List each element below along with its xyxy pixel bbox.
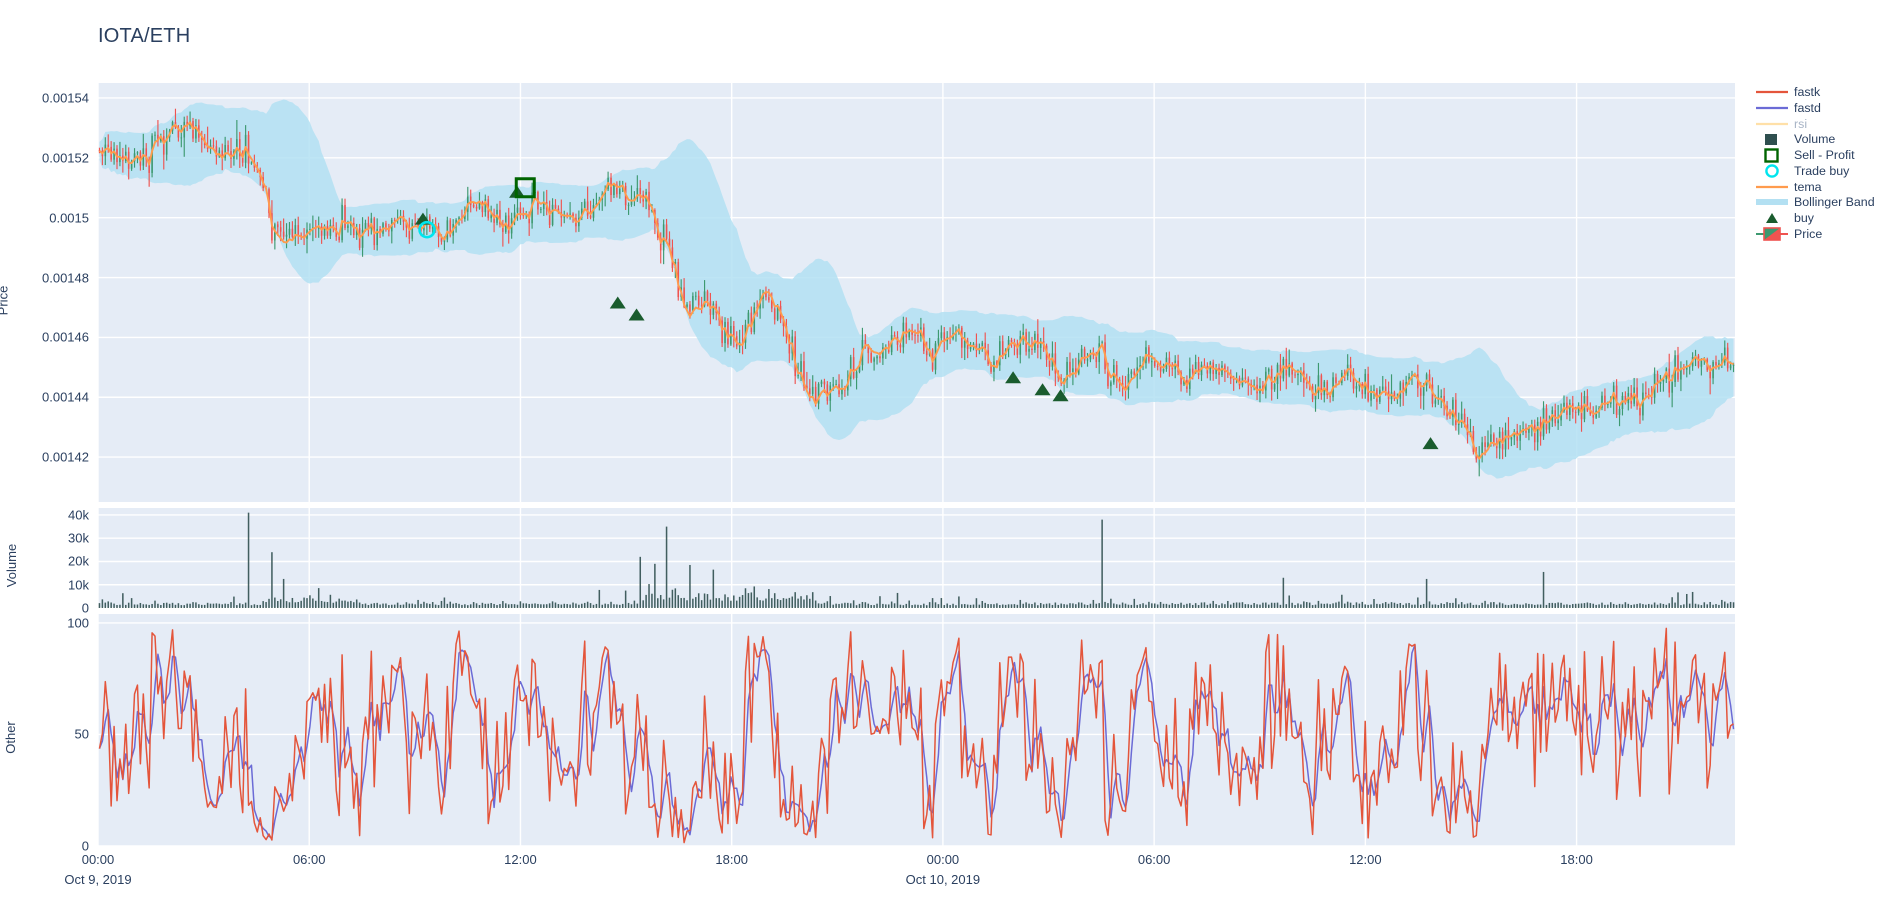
legend-item-label: buy — [1794, 211, 1814, 226]
other-axis-title: Other — [2, 721, 18, 754]
page-title: IOTA/ETH — [98, 25, 191, 47]
price-tick-label: 0.00148 — [42, 270, 89, 286]
legend-item-bollinger-band[interactable]: Bollinger Band — [1754, 195, 1888, 211]
legend-item-label: tema — [1794, 179, 1822, 194]
price-plot — [98, 83, 1735, 502]
price-tick-label: 0.00146 — [42, 329, 89, 345]
x-tick-label: 18:00 — [715, 852, 748, 867]
legend-item-tema[interactable]: tema — [1754, 179, 1888, 195]
legend-item-sell-profit[interactable]: Sell - Profit — [1754, 147, 1888, 163]
legend-item-fastd[interactable]: fastd — [1754, 100, 1888, 116]
x-tick-label: 06:00 — [292, 852, 326, 867]
other-panel — [98, 614, 1735, 846]
price-axis-title: Price — [0, 285, 11, 316]
x-tick-label: 12:00 — [1349, 852, 1382, 867]
volume-tick-label: 10k — [68, 577, 89, 593]
legend-item-label: Price — [1794, 227, 1823, 242]
outline-square-icon — [1754, 147, 1790, 163]
band-swatch-icon — [1754, 194, 1790, 210]
line-swatch-icon — [1754, 84, 1790, 100]
outline-circle-icon — [1754, 163, 1790, 179]
legend-item-label: Volume — [1794, 132, 1836, 147]
candlestick-icon — [1754, 226, 1790, 242]
volume-panel — [98, 508, 1735, 608]
filled-square-icon — [1754, 131, 1790, 147]
x-axis-date-label: Oct 10, 2019 — [905, 872, 981, 887]
legend-item-label: rsi — [1794, 116, 1808, 131]
x-tick-label: 18:00 — [1560, 852, 1593, 867]
x-tick-label: 12:00 — [504, 852, 537, 867]
x-tick-label: 00:00 — [926, 852, 960, 867]
other-tick-label: 50 — [74, 726, 89, 742]
other-plot — [98, 614, 1735, 846]
x-tick-label: 06:00 — [1137, 852, 1171, 867]
legend-item-price[interactable]: Price — [1754, 226, 1888, 242]
legend-item-rsi[interactable]: rsi — [1754, 116, 1888, 132]
price-tick-label: 0.00154 — [42, 90, 89, 106]
volume-tick-label: 0 — [81, 600, 89, 616]
price-tick-label: 0.00152 — [42, 150, 89, 166]
volume-tick-label: 40k — [68, 507, 89, 523]
legend-item-buy[interactable]: buy — [1754, 210, 1888, 226]
volume-tick-label: 20k — [68, 553, 89, 569]
volume-tick-label: 30k — [68, 530, 89, 546]
price-tick-label: 0.00144 — [42, 389, 89, 405]
line-swatch-icon — [1754, 116, 1790, 132]
legend-item-fastk[interactable]: fastk — [1754, 84, 1888, 100]
triangle-up-icon — [1754, 210, 1790, 226]
price-tick-label: 0.00142 — [42, 449, 89, 465]
legend-item-label: Sell - Profit — [1794, 148, 1855, 163]
legend-item-trade-buy[interactable]: Trade buy — [1754, 163, 1888, 179]
price-tick-label: 0.0015 — [49, 210, 89, 226]
other-tick-label: 100 — [67, 615, 89, 631]
legend-item-volume[interactable]: Volume — [1754, 131, 1888, 147]
volume-plot — [98, 508, 1735, 608]
legend-item-label: fastk — [1794, 84, 1821, 99]
legend-item-label: Trade buy — [1794, 163, 1850, 178]
price-panel — [98, 83, 1735, 502]
x-tick-label: 00:00 — [81, 852, 115, 867]
line-swatch-icon — [1754, 179, 1790, 195]
legend-item-label: Bollinger Band — [1794, 195, 1875, 210]
other-tick-label: 0 — [81, 838, 89, 854]
volume-axis-title: Volume — [4, 543, 20, 588]
legend-item-label: fastd — [1794, 100, 1821, 115]
line-swatch-icon — [1754, 100, 1790, 116]
legend: fastk fastd rsi Volume Sell - Profit Trade bu… — [1754, 84, 1888, 242]
x-axis-date-label: Oct 9, 2019 — [64, 872, 132, 887]
